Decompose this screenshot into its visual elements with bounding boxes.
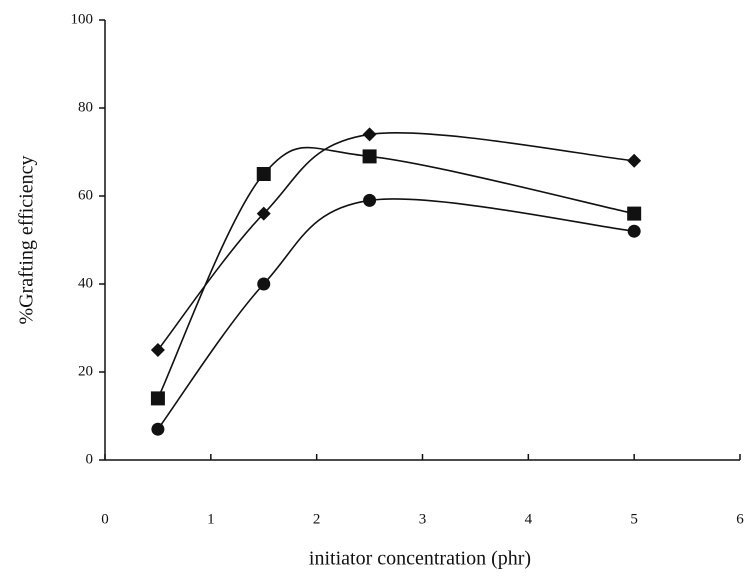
y-tick-label: 0	[86, 451, 94, 467]
marker	[363, 193, 377, 207]
marker	[627, 153, 642, 168]
y-tick-label: 80	[78, 99, 93, 115]
y-axis-label: %Grafting efficiency	[16, 156, 38, 325]
x-tick-label: 3	[419, 511, 427, 527]
marker	[256, 167, 271, 181]
y-tick-label: 40	[78, 275, 93, 291]
marker	[362, 149, 377, 164]
marker	[151, 422, 165, 436]
y-tick-label: 100	[71, 11, 94, 27]
x-tick-label: 1	[207, 511, 215, 527]
marker	[150, 391, 165, 406]
y-tick-label: 20	[78, 363, 93, 379]
x-tick-label: 6	[736, 511, 744, 527]
series-line	[157, 132, 635, 351]
x-axis-label: initiator concentration (phr)	[309, 548, 531, 570]
x-tick-label: 0	[101, 511, 109, 527]
marker	[256, 206, 271, 221]
marker	[150, 343, 165, 357]
marker	[257, 277, 271, 291]
marker	[362, 127, 377, 142]
marker	[627, 224, 641, 238]
x-tick-label: 5	[630, 511, 638, 527]
x-tick-label: 4	[525, 511, 533, 527]
y-tick-label: 60	[78, 187, 93, 203]
series-line	[157, 198, 635, 430]
x-tick-label: 2	[313, 511, 321, 527]
marker	[627, 206, 642, 221]
series-line	[157, 146, 635, 399]
